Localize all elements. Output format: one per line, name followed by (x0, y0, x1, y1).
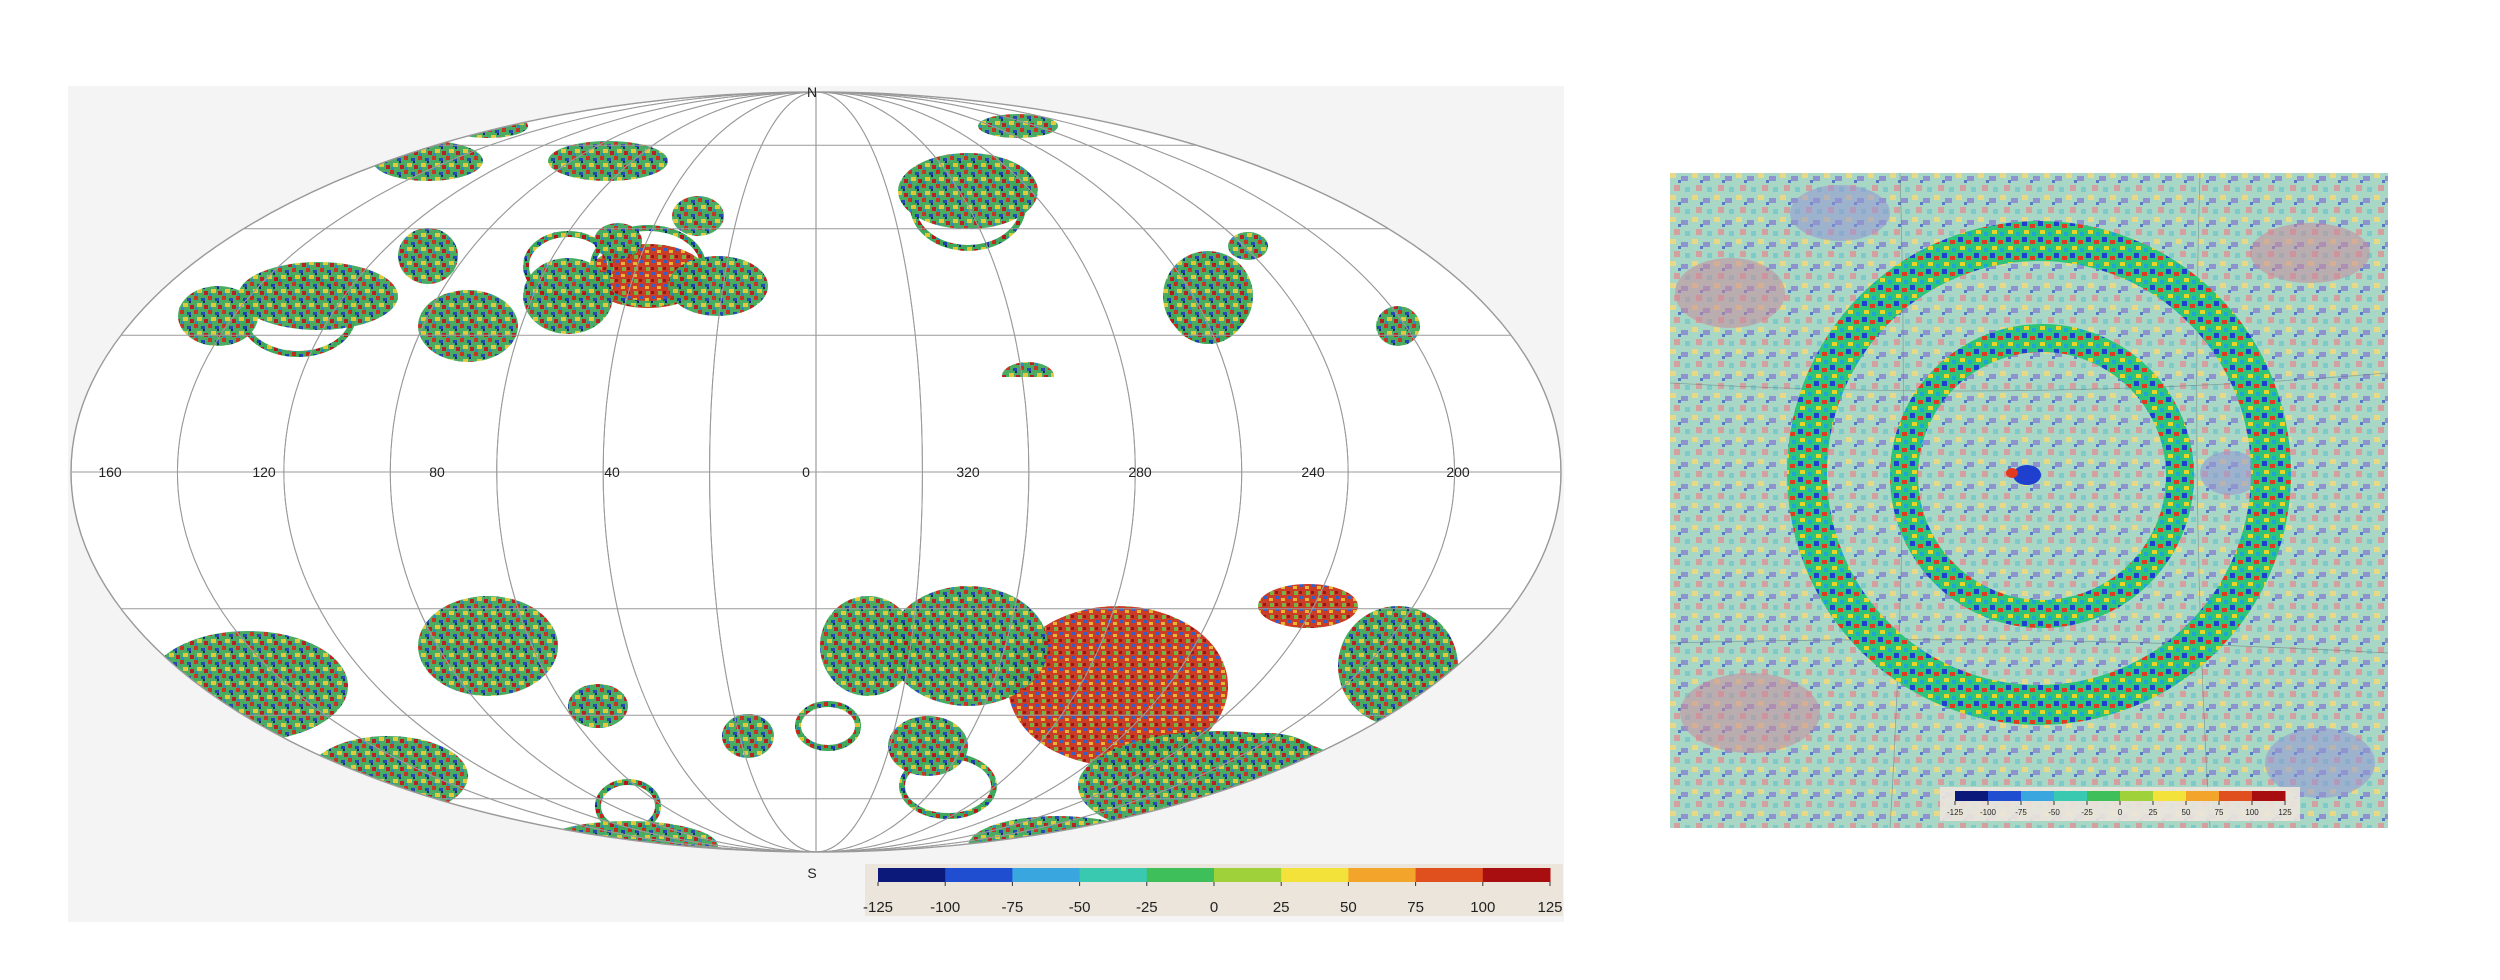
colorbar-tick-label: -50 (1069, 899, 1091, 916)
center-spot (2006, 465, 2041, 485)
colorbar-segment (2252, 791, 2286, 801)
right-colorbar: -125 -100 -75 -50 -25 0 25 50 75 100 125 (1940, 787, 2300, 821)
colorbar-tick-label: 100 (1470, 899, 1495, 916)
colorbar-segment (1146, 868, 1215, 882)
colorbar-segment (1415, 868, 1484, 882)
mollweide-sky-map-panel: 160 120 80 40 0 320 280 240 200 N S -125 -100 -75-… (68, 86, 1564, 922)
longitude-label: 0 (802, 464, 810, 480)
graticule (71, 92, 1561, 852)
colorbar-segment (1482, 868, 1551, 882)
colorbar-tick-label: -50 (2048, 808, 2060, 817)
colorbar-segment (1281, 868, 1349, 882)
pink-blobs (1675, 185, 2375, 798)
longitude-label: 320 (956, 464, 980, 480)
inner-ring (1890, 324, 2194, 628)
colorbar-tick-label: 100 (2245, 808, 2259, 817)
ring-detail-map-panel: -125 -100 -75 -50 -25 0 25 50 75 100 125 (1670, 173, 2388, 828)
longitude-label: 40 (604, 464, 620, 480)
ring-detail-map: -125 -100 -75 -50 -25 0 25 50 75 100 125 (1670, 173, 2388, 828)
colorbar-segment (1955, 791, 1989, 801)
colorbar-tick-label: 25 (1273, 899, 1290, 916)
south-pole-label: S (807, 865, 816, 881)
colorbar-tick-label: -75 (1002, 899, 1024, 916)
colorbar-tick-label: 125 (2278, 808, 2292, 817)
colorbar-segment (1988, 791, 2022, 801)
colorbar-tick-label: 25 (2149, 808, 2158, 817)
colorbar-tick-label: -100 (1980, 808, 1997, 817)
colorbar-tick-label: 50 (1340, 899, 1357, 916)
map-interior (71, 92, 1561, 852)
right-colorbar-ticks: -125 -100 -75 -50 -25 0 25 50 75 100 125 (1947, 801, 2292, 817)
longitude-label: 200 (1446, 464, 1470, 480)
longitude-label: 80 (429, 464, 445, 480)
colorbar-segment (1214, 868, 1282, 882)
outer-ring (1787, 221, 2291, 725)
north-pole-label: N (807, 86, 817, 100)
colorbar-segment (878, 868, 946, 882)
longitude-label: 280 (1128, 464, 1152, 480)
colorbar-tick-label: 50 (2182, 808, 2191, 817)
colorbar-segment (2021, 791, 2055, 801)
colorbar-segment (2186, 791, 2220, 801)
colorbar-segment (2219, 791, 2253, 801)
colorbar-segment (2087, 791, 2121, 801)
colorbar-segment (1079, 868, 1148, 882)
colorbar-tick-label: -75 (2015, 808, 2027, 817)
colorbar-segment (2153, 791, 2187, 801)
left-colorbar-ticks: -125 -100 -75 -50 -25 0 25 50 75 100 125 (863, 882, 1563, 916)
colorbar-segment (945, 868, 1013, 882)
mollweide-sky-map: 160 120 80 40 0 320 280 240 200 N S -125 -100 -75-… (70, 86, 1563, 916)
colorbar-segment (1012, 868, 1081, 882)
colorbar-tick-label: -125 (863, 899, 893, 916)
left-colorbar-gradient (878, 868, 1551, 882)
colorbar-tick-label: -100 (930, 899, 960, 916)
colorbar-tick-label: 0 (2118, 808, 2123, 817)
colorbar-segment (2054, 791, 2088, 801)
longitude-label: 120 (252, 464, 276, 480)
colorbar-segment (1348, 868, 1417, 882)
colorbar-tick-label: 75 (1407, 899, 1424, 916)
colorbar-tick-label: -25 (1136, 899, 1158, 916)
longitude-labels: 160 120 80 40 0 320 280 240 200 (98, 464, 1470, 480)
colorbar-tick-label: 125 (1537, 899, 1562, 916)
colorbar-segment (2120, 791, 2154, 801)
colorbar-tick-label: -25 (2081, 808, 2093, 817)
colorbar-tick-label: 0 (1210, 899, 1218, 916)
colorbar-tick-label: 75 (2215, 808, 2224, 817)
longitude-label: 240 (1301, 464, 1325, 480)
colorbar-tick-label: -125 (1947, 808, 1964, 817)
left-colorbar: -125 -100 -75 -50 -25 0 25 50 75 100 125 (863, 864, 1563, 916)
right-colorbar-gradient (1955, 791, 2286, 801)
longitude-label: 160 (98, 464, 122, 480)
